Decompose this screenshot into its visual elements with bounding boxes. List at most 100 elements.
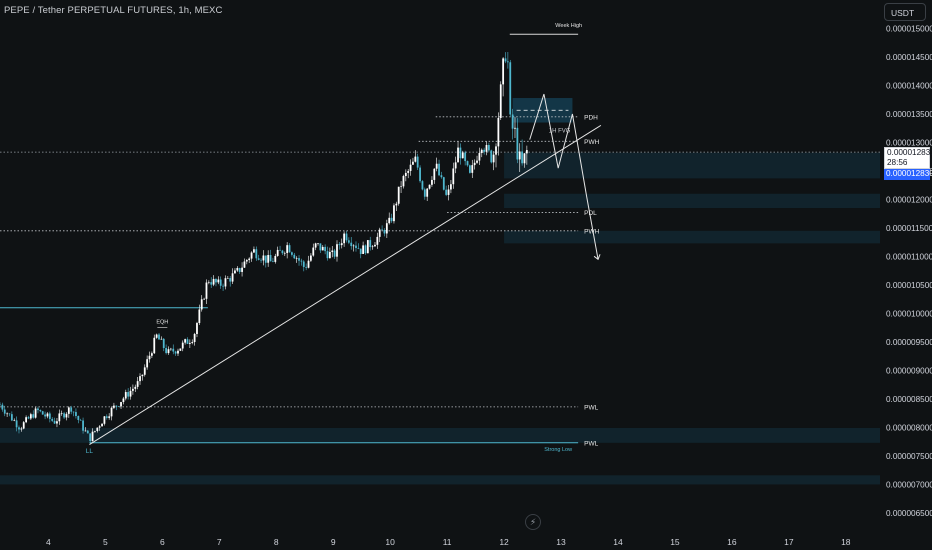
candle-body — [191, 342, 194, 343]
level-label-3: PDL — [584, 210, 597, 217]
candle-body — [86, 430, 89, 434]
candle-body — [255, 249, 258, 259]
candle-body — [452, 168, 455, 185]
candle-body — [120, 402, 122, 407]
level-label-0: Week High — [555, 23, 582, 29]
candle-body — [70, 407, 73, 412]
candle-body — [269, 255, 272, 262]
candle-body — [459, 147, 462, 159]
candle-body — [307, 260, 310, 268]
candle-body — [124, 392, 127, 399]
projection-path — [529, 93, 599, 260]
candle-body — [274, 255, 277, 262]
last-price-tag: 0.000012831 28:56 — [884, 147, 932, 169]
candles — [0, 51, 528, 444]
candle-body — [51, 418, 54, 421]
candle-body — [58, 413, 61, 422]
candle-body — [8, 413, 11, 415]
candle-body — [454, 162, 457, 169]
candle-body — [438, 163, 440, 176]
candle-body — [469, 165, 471, 173]
currency-button[interactable]: USDT — [884, 3, 926, 21]
candle-body — [478, 153, 481, 161]
candle-body — [257, 258, 260, 260]
candle-body — [236, 268, 239, 271]
level-label-6: PWL — [584, 440, 598, 447]
candle-body — [431, 179, 433, 185]
candle-body — [115, 405, 118, 407]
chart-title: PEPE / Tether PERPETUAL FUTURES, 1h, MEX… — [4, 5, 223, 16]
candle-body — [84, 430, 87, 432]
candle-body — [113, 405, 115, 408]
candle-body — [136, 381, 139, 387]
bar-countdown: 28:56 — [887, 158, 908, 167]
x-tick-label-4: 8 — [274, 537, 279, 547]
zone-0 — [512, 98, 573, 123]
candle-body — [177, 350, 179, 354]
y-tick-label-15: 0.000007500 — [886, 452, 932, 461]
x-tick-label-2: 6 — [160, 537, 165, 547]
y-tick-label-4: 0.000013000 — [886, 138, 932, 147]
candle-body — [181, 342, 184, 349]
candle-body — [0, 404, 1, 406]
candle-body — [343, 233, 346, 244]
candle-body — [371, 246, 374, 248]
candle-body — [46, 413, 49, 417]
candle-body — [336, 244, 338, 257]
candle-body — [450, 184, 452, 190]
candle-body — [186, 339, 189, 344]
candle-body — [103, 416, 106, 424]
candle-body — [155, 334, 158, 338]
candle-body — [148, 355, 151, 360]
candle-body — [383, 230, 386, 234]
candle-body — [305, 266, 308, 268]
y-tick-label-11: 0.000009500 — [886, 338, 932, 347]
candle-body — [198, 309, 201, 324]
candle-body — [63, 413, 65, 418]
candle-body — [245, 260, 248, 262]
candle-body — [172, 348, 175, 352]
candle-body — [324, 246, 327, 252]
candle-body — [485, 145, 488, 152]
candle-body — [385, 223, 388, 234]
candle-body — [18, 427, 20, 430]
candle-body — [32, 414, 35, 418]
candle-body — [378, 229, 381, 237]
candle-body — [96, 427, 99, 431]
candle-body — [333, 250, 336, 257]
candle-body — [105, 416, 108, 418]
candle-body — [248, 258, 251, 261]
candle-body — [283, 252, 286, 254]
candle-body — [243, 261, 246, 268]
lightning-icon[interactable]: ⚡ — [525, 514, 541, 530]
candle-body — [350, 242, 353, 247]
candle-body — [219, 279, 222, 286]
level-label-5: PWL — [584, 404, 598, 411]
candle-body — [193, 333, 196, 343]
candle-body — [302, 261, 305, 267]
candle-body — [272, 261, 274, 262]
x-tick-label-1: 5 — [103, 537, 108, 547]
candle-body — [250, 252, 253, 259]
candle-body — [352, 245, 355, 247]
candle-body — [525, 150, 528, 154]
candle-body — [435, 163, 438, 169]
candle-body — [504, 58, 507, 62]
x-tick-label-10: 14 — [613, 537, 623, 547]
candle-body — [122, 398, 125, 403]
level-label-2: PWH — [584, 139, 599, 146]
candle-body — [56, 421, 58, 424]
candle-body — [117, 406, 120, 407]
candle-body — [217, 279, 220, 283]
candle-body — [67, 407, 70, 414]
x-tick-label-0: 4 — [46, 537, 51, 547]
candle-body — [357, 248, 360, 249]
candle-body — [207, 282, 210, 283]
y-tick-label-8: 0.000011000 — [886, 252, 932, 261]
candle-body — [381, 229, 383, 231]
candle-body — [423, 189, 426, 197]
candle-body — [473, 162, 476, 166]
candle-body — [355, 245, 357, 249]
